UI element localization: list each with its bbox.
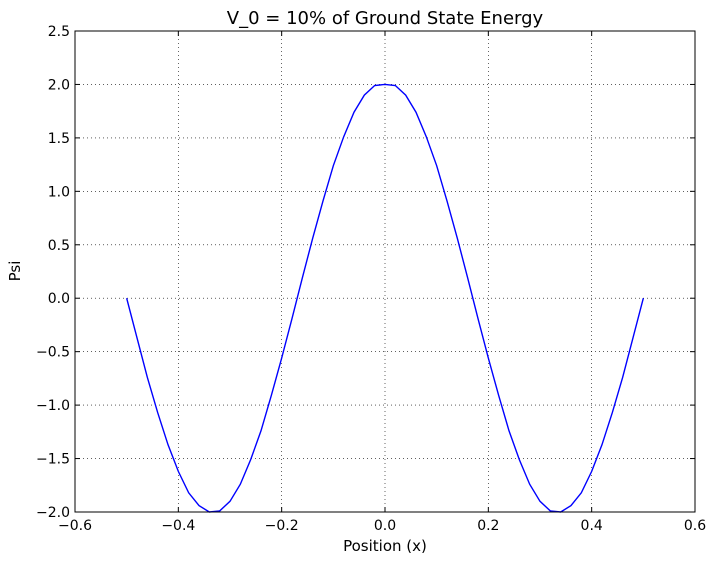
y-tick-label: −2.0: [36, 505, 70, 521]
chart-title: V_0 = 10% of Ground State Energy: [227, 8, 544, 29]
y-tick-label: 1.5: [48, 131, 70, 147]
y-tick-label: 0.0: [48, 291, 70, 307]
x-tick-label: 0.4: [581, 518, 603, 534]
x-tick-label: −0.4: [161, 518, 195, 534]
y-tick-label: 0.5: [48, 238, 70, 254]
y-tick-label: −1.5: [36, 452, 70, 468]
y-tick-label: 2.5: [48, 24, 70, 40]
y-tick-label: 2.0: [48, 77, 70, 93]
grid: [75, 31, 695, 512]
x-tick-label: 0.0: [374, 518, 396, 534]
x-axis-label: Position (x): [343, 537, 427, 555]
x-tick-label: 0.2: [477, 518, 499, 534]
x-tick-label: −0.2: [265, 518, 299, 534]
x-tick-label: 0.6: [684, 518, 706, 534]
x-tick-label: −0.6: [58, 518, 92, 534]
y-axis-label: Psi: [6, 261, 24, 282]
ticks: −0.6 −0.4 −0.2 0.0 0.2 0.4 0.6 −2.0 −1.5 −1.0 −0.5…: [36, 24, 706, 534]
y-tick-label: 1.0: [48, 184, 70, 200]
y-tick-label: −0.5: [36, 345, 70, 361]
y-tick-label: −1.0: [36, 398, 70, 414]
